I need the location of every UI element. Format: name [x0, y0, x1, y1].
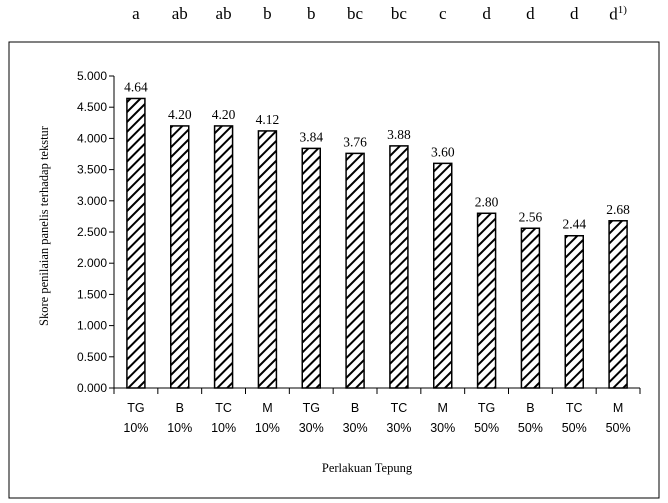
x-tick-label-percent: 30%: [386, 421, 411, 435]
y-tick-label: 0.000: [77, 381, 107, 395]
y-tick-label: 5.000: [77, 69, 107, 83]
x-tick-label-percent: 10%: [167, 421, 192, 435]
significance-letter: bc: [390, 4, 407, 23]
bar: [433, 162, 453, 389]
significance-letter: c: [438, 4, 447, 23]
significance-letter: ab: [171, 4, 188, 23]
x-tick-label-treatment: TG: [478, 401, 495, 415]
x-tick-label-treatment: TG: [127, 401, 144, 415]
x-axis: TG 10% B 10% TC 10% M 10% TG 30% B 30% TC 30% M 30% TG 50…: [113, 387, 641, 435]
significance-letter: d: [570, 4, 579, 23]
x-tick-label-percent: 50%: [562, 421, 587, 435]
bar: [389, 145, 409, 389]
significance-letter: a: [132, 4, 140, 23]
y-tick-label: 4.000: [77, 131, 107, 145]
y-tick-label: 3.500: [77, 163, 107, 177]
y-axis-title: Skore penilaian panelis terhadap tekstur: [37, 125, 51, 326]
data-label: 3.76: [343, 134, 367, 149]
significance-letter: b: [307, 4, 316, 23]
bar: [608, 220, 628, 389]
x-tick-label-treatment: B: [526, 401, 534, 415]
y-tick-label: 3.000: [77, 194, 107, 208]
y-tick-label: 2.500: [77, 225, 107, 239]
bar: [564, 234, 584, 389]
bar: [213, 125, 234, 389]
y-axis: 0.000 0.500 1.000 1.500 2.000 2.500 3.000 3.500…: [77, 69, 115, 395]
significance-letter: bc: [347, 4, 364, 23]
y-tick-label: 1.000: [77, 319, 107, 333]
x-tick-label-percent: 10%: [123, 421, 148, 435]
x-tick-label-treatment: TC: [215, 401, 232, 415]
data-label: 4.64: [124, 79, 148, 94]
x-tick-label-treatment: M: [438, 401, 448, 415]
data-label: 3.60: [431, 144, 455, 159]
y-tick-label: 4.500: [77, 100, 107, 114]
data-label: 2.44: [562, 217, 586, 232]
data-label: 2.68: [606, 202, 630, 217]
x-tick-label-treatment: M: [613, 401, 623, 415]
data-label: 2.80: [475, 194, 499, 209]
data-label: 3.84: [299, 129, 323, 144]
bar: [126, 97, 146, 389]
data-label: 4.20: [168, 107, 192, 122]
x-tick-label-treatment: TG: [303, 401, 320, 415]
data-label: 4.20: [212, 107, 236, 122]
data-labels: 4.64 4.20 4.20 4.12 3.84 3.76 3.88 3.60 2.80 2.56…: [124, 79, 630, 231]
x-tick-label-treatment: B: [351, 401, 359, 415]
x-tick-label-percent: 10%: [211, 421, 236, 435]
chart-frame: [8, 41, 660, 499]
x-tick-label-percent: 50%: [606, 421, 631, 435]
data-label: 2.56: [519, 209, 543, 224]
x-tick-label-percent: 50%: [474, 421, 499, 435]
x-tick-label-percent: 30%: [343, 421, 368, 435]
x-tick-label-percent: 30%: [299, 421, 324, 435]
data-label: 4.12: [256, 112, 280, 127]
x-tick-label-percent: 10%: [255, 421, 280, 435]
x-axis-title: Perlakuan Tepung: [322, 461, 413, 475]
significance-letter: ab: [215, 4, 232, 23]
bars: [126, 97, 628, 389]
x-tick-label-treatment: TC: [391, 401, 408, 415]
y-tick-label: 2.000: [77, 256, 107, 270]
significance-letter: d1): [609, 4, 627, 24]
y-tick-label: 1.500: [77, 287, 107, 301]
x-tick-label-treatment: M: [262, 401, 272, 415]
footnote-marker: 1): [617, 4, 627, 16]
x-tick-label-treatment: TC: [566, 401, 583, 415]
x-tick-label-percent: 30%: [430, 421, 455, 435]
bar: [170, 125, 190, 389]
bar: [345, 152, 365, 389]
x-tick-label-percent: 50%: [518, 421, 543, 435]
x-tick-label-treatment: B: [176, 401, 184, 415]
bar: [476, 212, 497, 389]
significance-letter: d: [482, 4, 491, 23]
bar: [520, 227, 541, 389]
significance-letter: b: [263, 4, 272, 23]
data-label: 3.88: [387, 127, 411, 142]
y-tick-label: 0.500: [77, 350, 107, 364]
significance-letter: d: [526, 4, 535, 23]
bar: [301, 147, 321, 389]
bar: [257, 130, 278, 389]
